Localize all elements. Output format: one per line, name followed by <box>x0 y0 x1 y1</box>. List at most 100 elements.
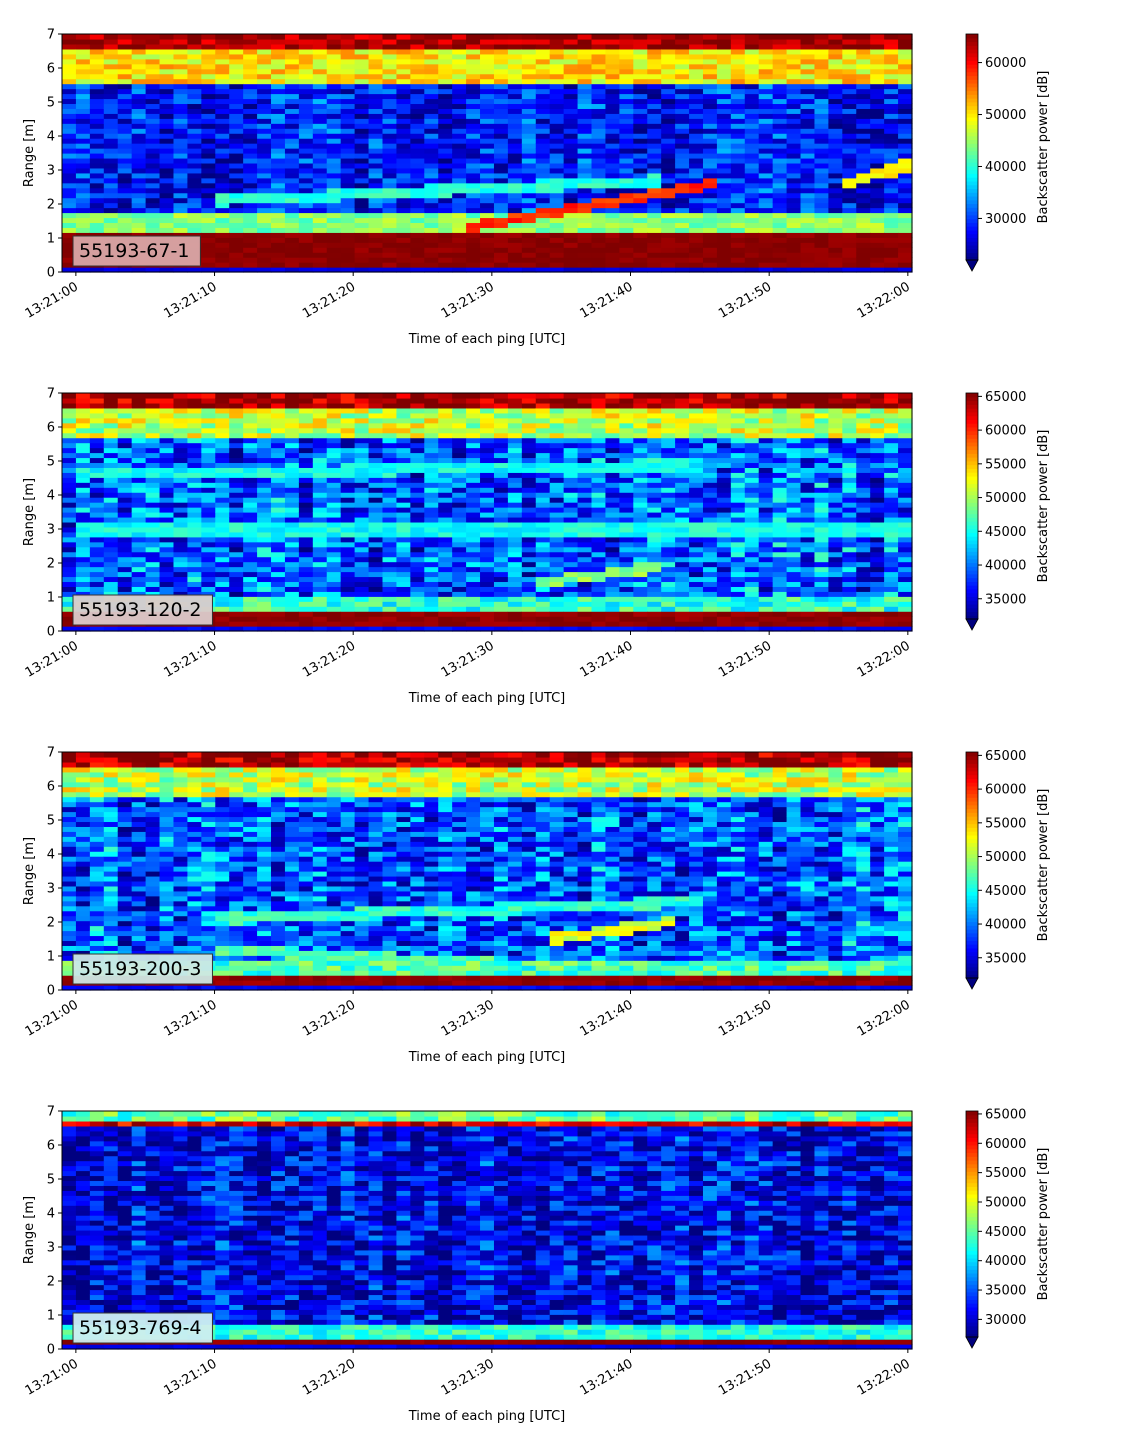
heatmap-cell <box>577 38 593 45</box>
heatmap-cell <box>647 222 662 228</box>
heatmap-cell <box>619 38 634 45</box>
heatmap-cell <box>466 492 481 498</box>
heatmap-cell <box>117 148 133 154</box>
heatmap-cell <box>410 541 425 548</box>
heatmap-cell <box>689 232 704 238</box>
heatmap-cell <box>577 257 593 263</box>
heatmap-cell <box>647 103 662 109</box>
heatmap-cell <box>298 616 314 622</box>
heatmap-cell <box>215 402 230 409</box>
heatmap-cell <box>271 606 286 612</box>
heatmap-cell <box>702 267 718 273</box>
heatmap-cell <box>633 182 648 189</box>
heatmap-cell <box>201 581 216 587</box>
heatmap-cell <box>870 232 885 238</box>
heatmap-cell <box>424 512 439 518</box>
heatmap-cell <box>326 546 342 553</box>
heatmap-cell <box>898 227 913 233</box>
heatmap-cell <box>772 93 788 100</box>
heatmap-cell <box>786 128 802 134</box>
heatmap-cell <box>284 98 300 105</box>
heatmap-cell <box>619 591 634 597</box>
heatmap-cell <box>103 561 119 568</box>
heatmap-cell <box>647 252 662 258</box>
heatmap-cell <box>549 217 565 224</box>
heatmap-cell <box>201 222 216 228</box>
heatmap-cell <box>493 601 509 607</box>
heatmap-cell <box>577 148 593 154</box>
heatmap-cell <box>382 118 398 124</box>
heatmap-cell <box>187 412 202 419</box>
heatmap-cell <box>521 467 537 473</box>
heatmap-cell <box>633 58 648 65</box>
heatmap-cell <box>173 123 189 129</box>
heatmap-cell <box>326 123 342 129</box>
heatmap-cell <box>410 148 425 154</box>
heatmap-cell <box>75 551 91 558</box>
heatmap-cell <box>201 402 216 409</box>
heatmap-cell <box>312 487 328 493</box>
heatmap-cell <box>772 242 788 248</box>
heatmap-cell <box>619 596 634 602</box>
heatmap-cell <box>438 212 453 219</box>
heatmap-cell <box>898 133 913 139</box>
heatmap-cell <box>424 78 439 85</box>
heatmap-cell <box>507 63 523 70</box>
heatmap-cell <box>271 452 286 459</box>
heatmap-cell <box>117 626 133 632</box>
heatmap-cell <box>187 561 202 568</box>
heatmap-cell <box>716 138 732 144</box>
heatmap-cell <box>257 507 272 513</box>
heatmap-cell <box>619 526 634 533</box>
heatmap-cell <box>452 521 467 528</box>
heatmap-cell <box>312 616 328 622</box>
heatmap-cell <box>466 586 481 592</box>
heatmap-cell <box>577 397 593 404</box>
heatmap-cell <box>452 591 467 597</box>
heatmap-cell <box>257 576 272 583</box>
heatmap-cell <box>396 412 411 419</box>
heatmap-cell <box>229 397 244 404</box>
heatmap-cell <box>828 167 843 174</box>
heatmap-cell <box>340 212 356 219</box>
heatmap-cell <box>201 566 216 573</box>
heatmap-cell <box>438 621 453 627</box>
heatmap-cell <box>493 422 509 429</box>
heatmap-cell <box>619 153 634 159</box>
heatmap-cell <box>62 521 77 528</box>
heatmap-cell <box>702 78 718 85</box>
heatmap-cell <box>326 616 342 622</box>
heatmap-cell <box>159 103 175 109</box>
heatmap-cell <box>312 432 328 439</box>
heatmap-cell <box>326 507 342 513</box>
heatmap-cell <box>591 247 607 253</box>
heatmap-cell <box>758 257 774 263</box>
heatmap-cell <box>563 487 579 493</box>
heatmap-cell <box>549 88 565 95</box>
heatmap-cell <box>284 576 300 583</box>
heatmap-cell <box>786 207 802 214</box>
heatmap-cell <box>368 177 384 184</box>
heatmap-cell <box>257 157 272 164</box>
heatmap-cell <box>396 492 411 498</box>
heatmap-cell <box>577 53 593 60</box>
heatmap-cell <box>452 407 467 414</box>
heatmap-cell <box>103 113 119 119</box>
heatmap-cell <box>159 217 175 224</box>
heatmap-cell <box>480 38 495 45</box>
heatmap-cell <box>271 502 286 508</box>
heatmap-cell <box>410 237 425 243</box>
heatmap-cell <box>145 222 161 228</box>
heatmap-cell <box>271 148 286 154</box>
heatmap-cell <box>173 477 189 483</box>
heatmap-cell <box>410 412 425 419</box>
heatmap-cell <box>298 78 314 85</box>
heatmap-cell <box>187 492 202 498</box>
heatmap-cell <box>661 43 676 50</box>
heatmap-cell <box>396 242 411 248</box>
heatmap-cell <box>591 591 607 597</box>
heatmap-cell <box>493 153 509 159</box>
heatmap-cell <box>326 128 342 134</box>
heatmap-cell <box>187 148 202 154</box>
heatmap-cell <box>675 177 690 184</box>
